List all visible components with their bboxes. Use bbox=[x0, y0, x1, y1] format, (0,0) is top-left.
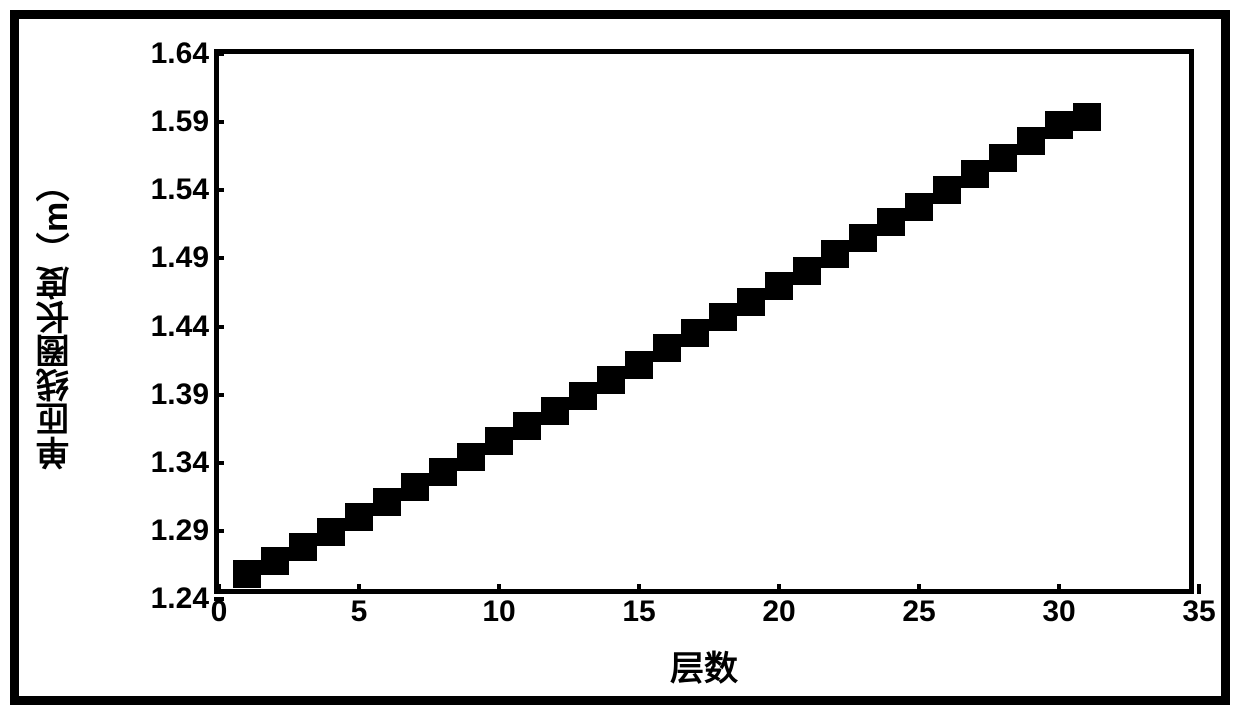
y-tick-mark bbox=[214, 256, 224, 260]
x-tick-label: 30 bbox=[1042, 595, 1075, 629]
y-tick-label: 1.59 bbox=[151, 105, 209, 139]
x-tick-label: 25 bbox=[902, 595, 935, 629]
y-axis-label: 单匝线圈长度（m） bbox=[39, 119, 73, 519]
data-marker bbox=[709, 303, 737, 331]
data-marker bbox=[1017, 127, 1045, 155]
y-tick-label: 1.24 bbox=[151, 582, 209, 616]
data-marker bbox=[345, 503, 373, 531]
data-marker bbox=[289, 533, 317, 561]
y-tick-mark bbox=[214, 325, 224, 329]
y-tick-label: 1.49 bbox=[151, 241, 209, 275]
data-marker bbox=[737, 288, 765, 316]
data-marker bbox=[401, 473, 429, 501]
data-marker bbox=[513, 412, 541, 440]
x-tick-label: 15 bbox=[622, 595, 655, 629]
x-tick-mark bbox=[497, 584, 501, 594]
x-tick-label: 10 bbox=[482, 595, 515, 629]
data-marker bbox=[989, 144, 1017, 172]
x-tick-mark bbox=[777, 584, 781, 594]
data-marker bbox=[681, 319, 709, 347]
data-marker bbox=[877, 208, 905, 236]
x-axis-label: 层数 bbox=[214, 641, 1194, 690]
data-marker bbox=[317, 518, 345, 546]
chart-container: 单匝线圈长度（m） 1.241.291.341.391.441.491.541.… bbox=[19, 19, 1221, 696]
data-marker bbox=[905, 193, 933, 221]
y-tick-mark bbox=[214, 393, 224, 397]
x-tick-label: 20 bbox=[762, 595, 795, 629]
plot-area: 1.241.291.341.391.441.491.541.591.640510… bbox=[214, 49, 1194, 594]
data-marker bbox=[429, 458, 457, 486]
y-tick-mark bbox=[214, 529, 224, 533]
x-tick-mark bbox=[217, 584, 221, 594]
data-marker bbox=[625, 351, 653, 379]
data-marker bbox=[569, 382, 597, 410]
x-tick-mark bbox=[917, 584, 921, 594]
x-tick-mark bbox=[637, 584, 641, 594]
y-tick-label: 1.44 bbox=[151, 310, 209, 344]
y-tick-label: 1.64 bbox=[151, 37, 209, 71]
y-tick-mark bbox=[214, 188, 224, 192]
data-marker bbox=[933, 176, 961, 204]
y-tick-label: 1.39 bbox=[151, 378, 209, 412]
data-marker bbox=[233, 560, 261, 588]
data-marker bbox=[1045, 111, 1073, 139]
data-marker bbox=[961, 160, 989, 188]
data-marker bbox=[765, 272, 793, 300]
y-tick-label: 1.29 bbox=[151, 514, 209, 548]
y-tick-mark bbox=[214, 120, 224, 124]
data-marker bbox=[849, 224, 877, 252]
x-tick-mark bbox=[1057, 584, 1061, 594]
x-tick-mark bbox=[1197, 584, 1201, 594]
y-tick-label: 1.34 bbox=[151, 446, 209, 480]
data-marker bbox=[793, 257, 821, 285]
y-tick-mark bbox=[214, 461, 224, 465]
data-marker bbox=[485, 427, 513, 455]
data-marker bbox=[373, 488, 401, 516]
chart-outer-frame: 单匝线圈长度（m） 1.241.291.341.391.441.491.541.… bbox=[10, 10, 1230, 705]
y-tick-mark bbox=[214, 52, 224, 56]
data-marker bbox=[597, 366, 625, 394]
data-marker bbox=[261, 547, 289, 575]
y-tick-label: 1.54 bbox=[151, 173, 209, 207]
data-marker bbox=[541, 397, 569, 425]
data-marker bbox=[821, 240, 849, 268]
x-tick-label: 0 bbox=[211, 595, 228, 629]
data-marker bbox=[457, 443, 485, 471]
data-marker bbox=[1073, 103, 1101, 131]
x-tick-mark bbox=[357, 584, 361, 594]
data-marker bbox=[653, 334, 681, 362]
x-tick-label: 5 bbox=[351, 595, 368, 629]
x-tick-label: 35 bbox=[1182, 595, 1215, 629]
